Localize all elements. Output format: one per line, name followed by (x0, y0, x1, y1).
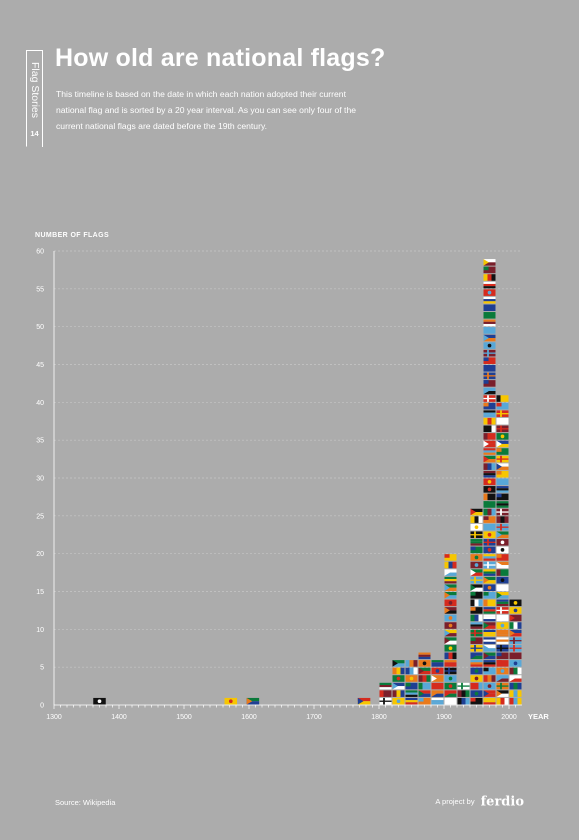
bar-1970 (483, 259, 496, 705)
brand-logo: ferdio (480, 794, 524, 810)
y-tick-label: 25 (36, 513, 44, 520)
y-tick-label: 55 (36, 286, 44, 293)
x-tick-label: 1600 (241, 714, 257, 721)
credit: A project by ferdio (435, 793, 524, 811)
y-tick-label: 5 (40, 665, 44, 672)
y-tick-label: 20 (36, 551, 44, 558)
x-tick-label: 1800 (371, 714, 387, 721)
x-tick-label: 1900 (436, 714, 452, 721)
y-tick-label: 15 (36, 589, 44, 596)
bar-1850 (405, 660, 418, 705)
y-tick-label: 60 (36, 249, 44, 256)
bars (93, 259, 522, 705)
bar-1870 (418, 652, 431, 705)
gridlines (54, 250, 522, 668)
x-axis-label: YEAR (528, 712, 549, 721)
y-tick-label: 30 (36, 476, 44, 483)
bar-1777 (357, 697, 371, 705)
credit-label: A project by (435, 797, 475, 807)
series-tab: Flag Stories 14 (26, 50, 43, 147)
x-tick-label: 1300 (46, 714, 62, 721)
bar-1950 (470, 508, 483, 705)
y-tick-label: 45 (36, 362, 44, 369)
x-tick-label: 1700 (306, 714, 322, 721)
page-subtitle: This timeline is based on the date in wh… (56, 89, 357, 131)
bar-1572 (224, 697, 238, 705)
bar-1830 (392, 660, 405, 705)
axes (53, 251, 522, 709)
x-tick-label: 1500 (176, 714, 192, 721)
page-title: How old are national flags? (55, 44, 386, 72)
bar-1810 (379, 682, 392, 705)
issue-number: 14 (30, 129, 39, 138)
y-tick-label: 50 (36, 324, 44, 331)
y-tick-label: 35 (36, 438, 44, 445)
y-tick-label: 10 (36, 627, 44, 634)
source-note: Source: Wikipedia (55, 798, 116, 807)
tab-notch (26, 140, 42, 147)
bar-2010 (509, 599, 522, 705)
bar-1990 (496, 395, 509, 705)
y-tick-label: 40 (36, 400, 44, 407)
x-tick-label: 1400 (111, 714, 127, 721)
x-tick-label: 2000 (501, 714, 517, 721)
bar-1930 (457, 682, 470, 705)
bar-1606 (246, 697, 260, 705)
bar-1890 (431, 660, 444, 705)
bar-1370 (93, 697, 106, 705)
bar-1910 (444, 554, 457, 705)
y-tick-label: 0 (40, 703, 44, 710)
y-axis-label: NUMBER OF FLAGS (35, 232, 110, 239)
tick-labels: 0 5 10 15 20 25 30 35 40 45 50 55 60 1300 1400 1500 1600… (36, 249, 517, 722)
